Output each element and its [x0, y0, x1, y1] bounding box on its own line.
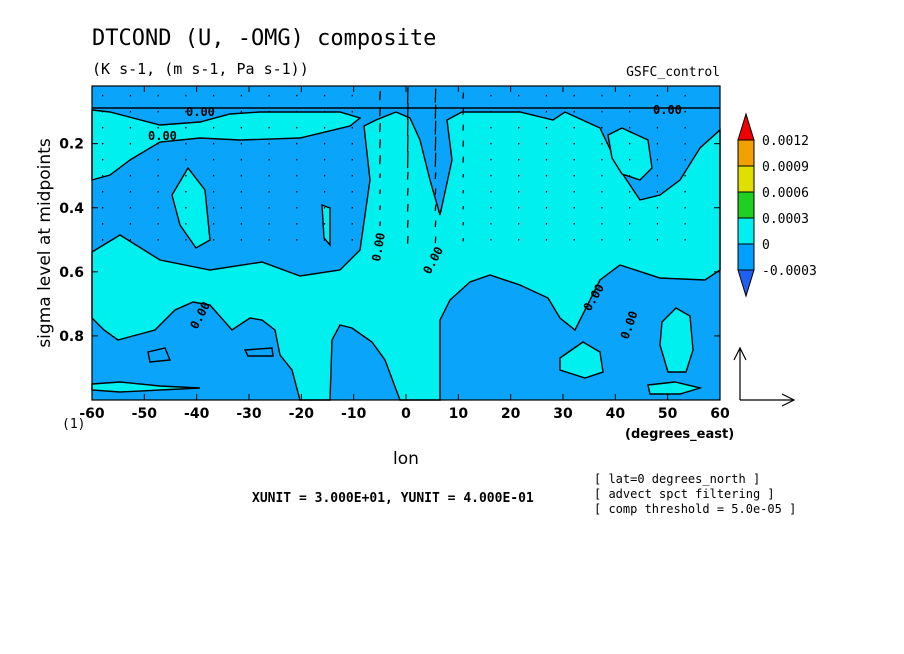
negative-patches — [147, 347, 274, 363]
y-tick-label: 0.8 — [59, 329, 84, 345]
x-axis-label: lon — [393, 449, 419, 469]
y-axis: 0.2 0.4 0.6 0.8 — [59, 137, 720, 345]
chart-subtitle: (K s-1, (m s-1, Pa s-1)) — [92, 60, 309, 78]
x-tick-label: -60 — [79, 406, 105, 422]
positive-region — [607, 127, 653, 181]
colorbar-segment — [737, 191, 755, 219]
positive-region — [91, 111, 721, 401]
x-tick-label: 10 — [449, 406, 469, 422]
colorbar-arrow-top — [737, 112, 755, 141]
colorbar-segment — [737, 139, 755, 167]
plot-area — [91, 85, 721, 401]
contour-label: 0.00 — [369, 232, 388, 263]
colorbar-segment — [737, 165, 755, 193]
positive-region — [91, 109, 362, 181]
x-tick-label: 60 — [710, 406, 730, 422]
experiment-label: GSFC_control — [626, 65, 720, 80]
note-filtering: [ advect spct filtering ] — [594, 487, 775, 501]
x-tick-label: -30 — [236, 406, 262, 422]
colorbar-label: -0.0003 — [762, 264, 817, 279]
contour-label: 0.00 — [186, 105, 215, 119]
y-tick-label: 0.4 — [59, 201, 84, 217]
y-tick-label: 0.2 — [59, 137, 84, 153]
positive-region — [647, 381, 703, 395]
y-axis-label: sigma level at midpoints — [35, 138, 55, 347]
negative-patch — [147, 347, 172, 363]
note-threshold: [ comp threshold = 5.0e-05 ] — [594, 502, 796, 516]
x-tick-label: 50 — [658, 406, 678, 422]
contour-label: 0.00 — [653, 103, 682, 117]
x-tick-label: 20 — [501, 406, 521, 422]
x-tick-label: -50 — [132, 406, 158, 422]
positive-regions — [91, 109, 721, 401]
positive-region — [559, 341, 604, 379]
y-tick-label: 0.6 — [59, 265, 84, 281]
positive-region — [321, 203, 331, 247]
colorbar-label: 0 — [762, 238, 770, 253]
colorbar-label: 0.0009 — [762, 160, 809, 175]
colorbar: 0.0012 0.0009 0.0006 0.0003 0 -0.0003 — [737, 112, 817, 298]
colorbar-label: 0.0006 — [762, 186, 809, 201]
note-latitude: [ lat=0 degrees_north ] — [594, 472, 760, 486]
colorbar-label: 0.0003 — [762, 212, 809, 227]
reference-arrowhead-right — [781, 393, 796, 407]
x-tick-label: -40 — [184, 406, 210, 422]
colorbar-segment — [737, 217, 755, 245]
negative-patch — [243, 347, 274, 357]
vector-unit-text: XUNIT = 3.000E+01, YUNIT = 4.000E-01 — [252, 491, 534, 506]
chart-title: DTCOND (U, -OMG) composite — [92, 26, 436, 51]
x-tick-label: 40 — [606, 406, 626, 422]
colorbar-label: 0.0012 — [762, 134, 809, 149]
colorbar-arrow-bottom — [737, 269, 755, 298]
wind-vectors — [101, 87, 686, 244]
x-tick-label: 0 — [401, 406, 411, 422]
contour-label: 0.00 — [148, 129, 177, 143]
x-tick-label: -10 — [341, 406, 367, 422]
x-tick-label: 30 — [553, 406, 573, 422]
x-axis: -60 -50 -40 -30 -20 -10 0 10 20 30 40 50 60 — [79, 86, 730, 422]
reference-vector — [733, 346, 796, 407]
colorbar-segment — [737, 243, 755, 271]
x-axis-units: (degrees_east) — [625, 427, 734, 442]
corner-label: (1) — [62, 417, 85, 432]
x-tick-label: -20 — [289, 406, 315, 422]
positive-region — [659, 307, 694, 373]
positive-region — [171, 166, 211, 249]
reference-arrowhead-up — [733, 346, 747, 361]
